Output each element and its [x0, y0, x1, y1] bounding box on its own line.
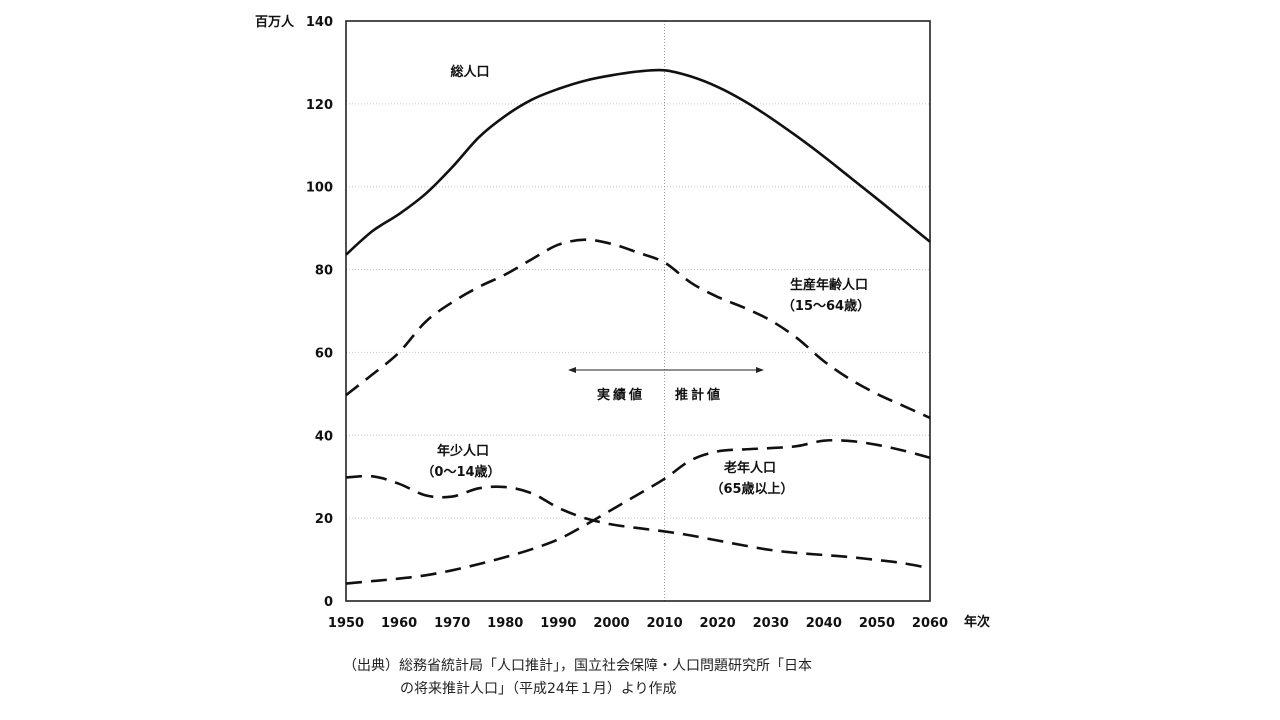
working-age-population-line — [345, 238, 931, 420]
child-population-line — [345, 474, 931, 570]
y-tick-label: 60 — [315, 346, 333, 361]
x-tick-label: 2040 — [806, 616, 842, 631]
y-tick-labels: 0 20 40 60 80 100 120 140 — [306, 15, 333, 610]
label-projected-values: 推計値 — [675, 387, 723, 403]
source-line-2: の将来推計人口」（平成24年１月）より作成 — [400, 681, 677, 697]
source-note: （出典）総務省統計局「人口推計」，国立社会保障・人口問題研究所「日本 の将来推計… — [343, 655, 983, 701]
label-elderly-population: 老年人口 — [723, 460, 776, 476]
x-tick-label: 2000 — [593, 616, 629, 631]
y-tick-label: 140 — [306, 15, 333, 30]
x-tick-labels: 1950 1960 1970 1980 1990 2000 2010 2020 2030 2040… — [328, 616, 948, 631]
x-tick-label: 1950 — [328, 616, 364, 631]
series-lines — [345, 68, 931, 585]
y-tick-label: 40 — [315, 429, 333, 444]
label-total-population: 総人口 — [450, 64, 489, 80]
label-elderly-range: （65歳以上） — [710, 481, 793, 497]
source-line-1: （出典）総務省統計局「人口推計」，国立社会保障・人口問題研究所「日本 — [343, 658, 812, 674]
x-axis-unit: 年次 — [964, 614, 990, 630]
x-tick-label: 2010 — [646, 616, 682, 631]
label-child-range: （0～14歳） — [421, 464, 500, 480]
elderly-population-line — [345, 438, 931, 585]
y-tick-label: 100 — [306, 181, 333, 196]
x-tick-label: 2060 — [912, 616, 948, 631]
x-tick-label: 2020 — [700, 616, 736, 631]
label-actual-values: 実績値 — [597, 387, 645, 403]
y-axis-unit: 百万人 — [255, 14, 295, 30]
x-tick-label: 1980 — [487, 616, 523, 631]
x-tick-label: 2030 — [753, 616, 789, 631]
x-tick-label: 1990 — [540, 616, 576, 631]
y-tick-label: 80 — [315, 264, 333, 279]
label-working-age-range: （15～64歳） — [782, 298, 870, 314]
y-tick-label: 0 — [324, 595, 333, 610]
label-working-age-population: 生産年齢人口 — [790, 277, 868, 293]
x-tick-label: 1970 — [434, 616, 470, 631]
x-tick-label: 2050 — [859, 616, 895, 631]
plot-frame — [345, 20, 931, 602]
arrow-head-left — [568, 367, 576, 373]
y-tick-label: 120 — [306, 98, 333, 113]
label-child-population: 年少人口 — [437, 443, 489, 459]
total-population-line — [345, 68, 931, 256]
arrow-head-right — [756, 367, 764, 373]
x-tick-label: 1960 — [381, 616, 417, 631]
y-tick-label: 20 — [315, 512, 333, 527]
